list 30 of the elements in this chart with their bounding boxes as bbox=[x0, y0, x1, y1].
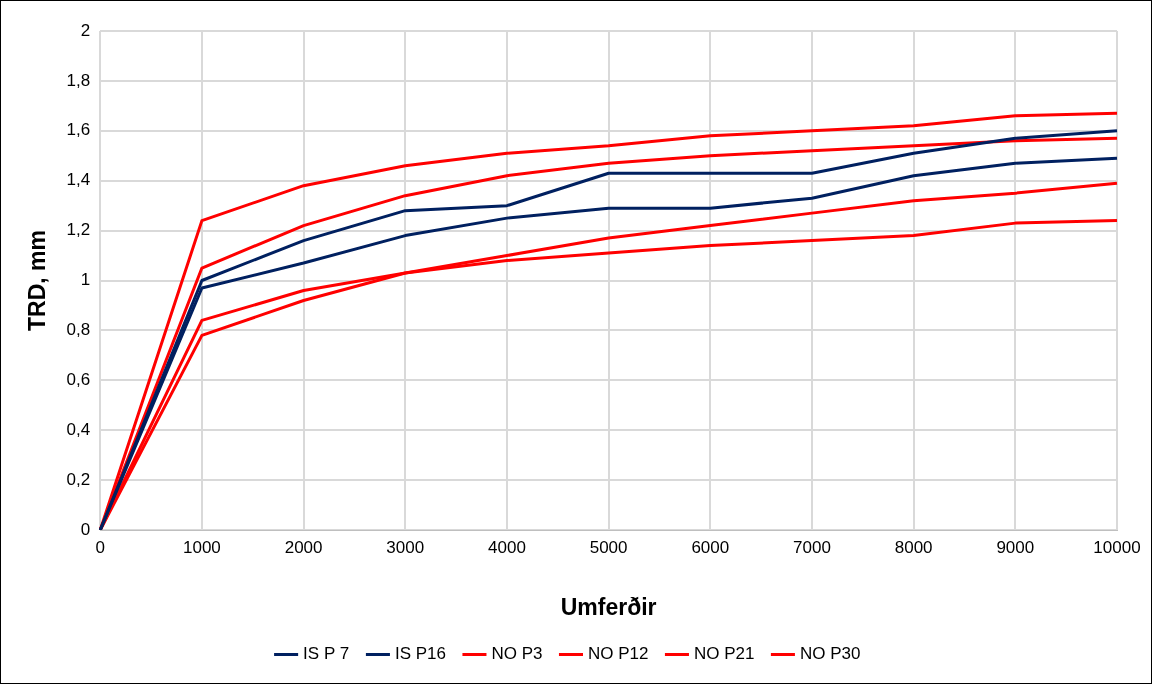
x-tick-label: 5000 bbox=[589, 537, 628, 557]
y-tick-label: 0,6 bbox=[66, 369, 91, 389]
y-tick-label: 1,2 bbox=[66, 220, 91, 240]
x-tick-label: 1000 bbox=[183, 537, 221, 557]
x-tick-label: 9000 bbox=[996, 537, 1035, 557]
x-tick-label: 3000 bbox=[386, 537, 425, 557]
x-tick-label: 8000 bbox=[894, 537, 933, 557]
x-tick-label: 4000 bbox=[488, 537, 526, 557]
legend-label: NO P12 bbox=[587, 644, 649, 664]
x-axis-title: Umferðir bbox=[560, 593, 657, 620]
y-tick-label: 1,6 bbox=[66, 120, 91, 140]
y-axis-title: TRD, mm bbox=[24, 230, 51, 331]
y-tick-label: 1,4 bbox=[66, 170, 91, 190]
y-tick-label: 0,8 bbox=[66, 320, 91, 340]
x-tick-label: 0 bbox=[95, 537, 105, 557]
legend-label: NO P3 bbox=[491, 644, 543, 664]
y-tick-label: 0 bbox=[80, 519, 91, 539]
x-tick-label: 10000 bbox=[1093, 537, 1141, 557]
legend-label: IS P 7 bbox=[303, 644, 350, 664]
y-tick-label: 0,4 bbox=[66, 419, 91, 439]
y-tick-label: 1,8 bbox=[66, 70, 91, 90]
y-tick-label: 2 bbox=[80, 20, 91, 40]
y-tick-label: 0,2 bbox=[66, 469, 91, 489]
x-tick-label: 6000 bbox=[691, 537, 730, 557]
legend-label: IS P16 bbox=[394, 644, 446, 664]
legend-label: NO P21 bbox=[693, 644, 755, 664]
y-tick-label: 1 bbox=[80, 270, 91, 290]
x-tick-label: 2000 bbox=[284, 537, 323, 557]
x-tick-label: 7000 bbox=[793, 537, 831, 557]
legend-label: NO P30 bbox=[799, 644, 861, 664]
